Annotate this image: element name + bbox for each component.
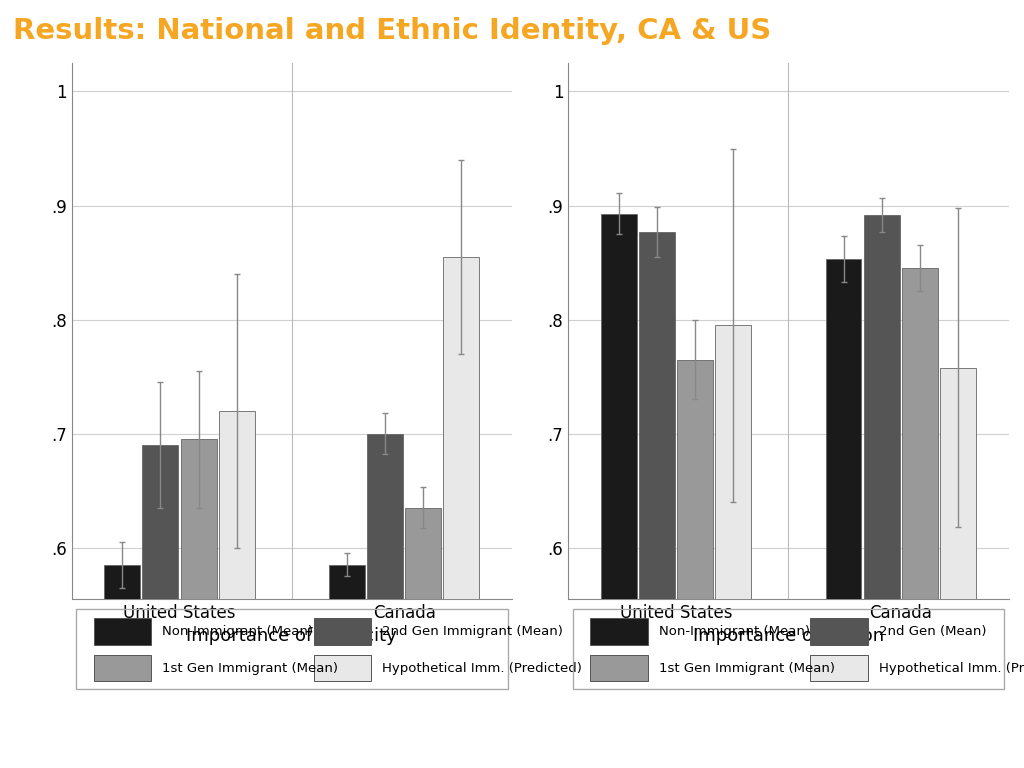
Bar [443, 257, 479, 599]
X-axis label: Importance of Nation: Importance of Nation [693, 627, 884, 645]
Text: 1st Gen Immigrant (Mean): 1st Gen Immigrant (Mean) [658, 662, 835, 675]
Bar [940, 368, 976, 599]
Bar [810, 655, 867, 681]
Bar [313, 655, 371, 681]
Bar [219, 411, 255, 599]
Bar [180, 439, 217, 599]
Text: Non-Immigrant (Mean): Non-Immigrant (Mean) [658, 625, 810, 638]
Bar [863, 215, 900, 599]
Bar [94, 655, 151, 681]
Text: 2nd Gen (Mean): 2nd Gen (Mean) [879, 625, 986, 638]
Bar [677, 359, 714, 599]
Bar [902, 268, 938, 599]
Bar [367, 434, 403, 599]
Bar [406, 508, 441, 599]
Text: Non-Immigrant (Mean): Non-Immigrant (Mean) [162, 625, 313, 638]
Bar [590, 655, 647, 681]
Bar [590, 618, 647, 644]
Bar [142, 445, 178, 599]
Text: Data sources: U.S. Social Capital Benchmark (2006), Merged ECS (2000/2003).: Data sources: U.S. Social Capital Benchm… [13, 723, 699, 741]
Bar [94, 618, 151, 644]
Bar [639, 232, 675, 599]
Text: 1st Gen Immigrant (Mean): 1st Gen Immigrant (Mean) [162, 662, 338, 675]
Bar [329, 564, 365, 599]
Bar [716, 326, 752, 599]
X-axis label: Importance of Ethnicity: Importance of Ethnicity [186, 627, 397, 645]
Text: 2nd Gen Immigrant (Mean): 2nd Gen Immigrant (Mean) [382, 625, 563, 638]
Bar [601, 214, 637, 599]
Text: Hypothetical Imm. (Predicted): Hypothetical Imm. (Predicted) [382, 662, 582, 675]
Bar [313, 618, 371, 644]
Text: Results: National and Ethnic Identity, CA & US: Results: National and Ethnic Identity, C… [13, 18, 771, 45]
Bar [810, 618, 867, 644]
Bar [825, 259, 861, 599]
Bar [104, 564, 140, 599]
Text: Hypothetical Imm. (Predicted): Hypothetical Imm. (Predicted) [879, 662, 1024, 675]
